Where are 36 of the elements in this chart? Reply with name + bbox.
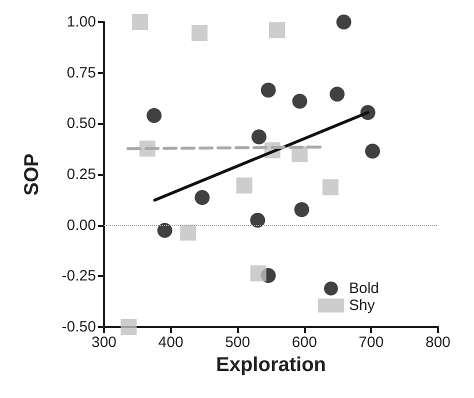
point: [146, 108, 162, 124]
x-tick-label: 500: [225, 334, 250, 351]
point: [269, 22, 286, 38]
x-tick-label: 300: [91, 334, 117, 351]
point: [336, 14, 352, 30]
point: [194, 190, 210, 205]
point: [260, 82, 276, 98]
y-tick-label: -0.50: [62, 318, 96, 336]
y-tick-label: 0.50: [66, 115, 96, 132]
point: [250, 265, 266, 282]
x-tick-label: 800: [425, 334, 451, 351]
x-axis-title: Exploration: [216, 354, 326, 376]
point: [251, 129, 266, 144]
legend-label: Bold: [348, 280, 380, 297]
point: [250, 212, 266, 228]
point: [132, 14, 148, 30]
point: [330, 86, 345, 102]
point: [292, 94, 308, 109]
point: [120, 319, 137, 335]
point: [236, 177, 252, 194]
x-tick-label: 400: [158, 334, 184, 351]
y-tick-label: 0.00: [66, 216, 96, 234]
y-tick-label: 0.25: [66, 166, 96, 183]
point: [192, 24, 208, 41]
x-tick-label: 700: [358, 334, 384, 351]
x-tick-label: 600: [292, 334, 317, 351]
point: [180, 224, 196, 241]
point: [157, 222, 172, 238]
y-tick-label: -0.25: [62, 268, 96, 285]
y-tick-label: 1.00: [66, 14, 96, 30]
point: [365, 144, 380, 159]
y-tick-label: 0.75: [66, 64, 96, 82]
point: [294, 202, 310, 218]
legend-label: Shy: [348, 297, 376, 314]
y-axis-title: SOP: [21, 153, 43, 196]
point: [322, 179, 338, 196]
